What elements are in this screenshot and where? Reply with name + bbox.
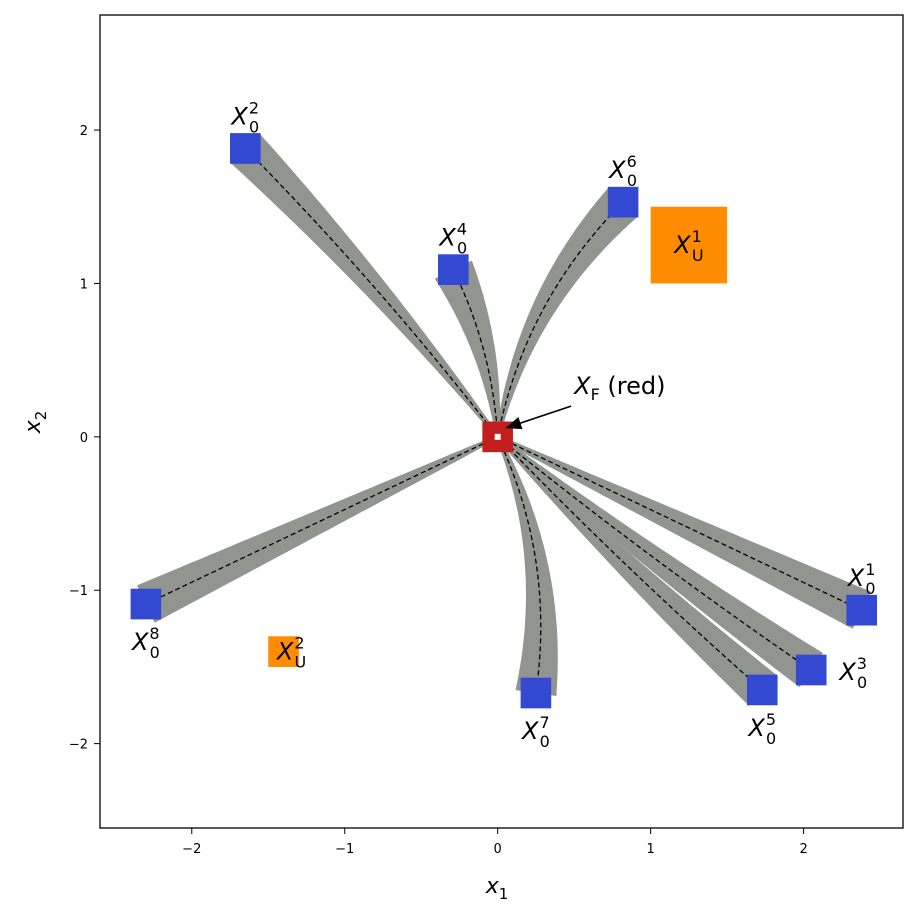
initial-set-label-2: X2 0 (229, 98, 259, 136)
initial-set-3 (795, 654, 827, 686)
target-annotation: XF (red) (505, 372, 666, 430)
trajectory-tube-4 (434, 260, 501, 437)
initial-set-label-6: X6 0 (607, 152, 637, 190)
unsafe-set-1 (650, 206, 728, 284)
initial-set-label-8: X8 0 (130, 624, 160, 662)
trajectory-tube-5 (496, 435, 776, 706)
initial-set-label-3: X3 0 (837, 654, 867, 692)
initial-set-8 (130, 588, 162, 620)
initial-set-2 (230, 133, 261, 164)
trajectory-tube-8 (137, 435, 499, 623)
initial-set-4 (438, 254, 469, 285)
target-center-marker (494, 433, 501, 440)
initial-set-label-1: X1 0 (846, 560, 876, 598)
plot-frame (99, 14, 904, 829)
nominal-path-2 (244, 147, 499, 438)
x-tick-label: 1 (646, 842, 654, 857)
y-tick-label: 1 (80, 277, 88, 292)
unsafe-set-label-1: X1 U (672, 227, 703, 265)
nominal-path-4 (452, 269, 499, 437)
initial-set-label-7: X7 0 (520, 713, 550, 751)
target-annotation-arrow (505, 405, 572, 430)
nominal-path-8 (145, 436, 498, 605)
trajectory-tubes (137, 134, 871, 706)
trajectory-paths (145, 147, 862, 694)
set-labels: X1 0 X2 0 X3 0 X4 0 X5 0 X6 0 X7 0 X8 0 X1 U X2 U (130, 98, 876, 751)
unsafe-sets (268, 206, 728, 667)
initial-set-label-5: X5 0 (746, 710, 776, 748)
y-axis-ticks: −2 −1 0 1 2 (69, 124, 100, 753)
trajectory-tube-7 (495, 436, 558, 696)
initial-set-7 (520, 677, 552, 709)
nominal-path-3 (497, 436, 812, 671)
x-tick-label: 0 (494, 842, 502, 857)
x-tick-label: −1 (335, 842, 354, 857)
trajectory-tube-3 (496, 435, 823, 688)
initial-set-5 (746, 674, 778, 706)
x-axis-label: x1 (485, 874, 509, 903)
nominal-path-1 (497, 436, 862, 611)
x-tick-label: 2 (799, 842, 807, 857)
y-tick-label: 0 (80, 431, 88, 446)
nominal-path-5 (497, 436, 763, 691)
initial-set-label-4: X4 0 (437, 220, 467, 258)
nominal-path-6 (497, 201, 624, 437)
target-set (482, 421, 513, 453)
y-tick-label: −2 (69, 738, 88, 753)
initial-set-1 (846, 594, 877, 626)
unsafe-set-2 (268, 636, 299, 667)
trajectory-tube-2 (230, 134, 500, 439)
initial-sets (130, 133, 877, 709)
nominal-path-7 (497, 436, 542, 694)
x-axis-ticks: −2 −1 0 1 2 (182, 828, 808, 857)
y-axis-label: x2 (21, 411, 50, 435)
y-tick-label: 2 (80, 124, 88, 139)
trajectory-tube-6 (495, 187, 638, 438)
unsafe-set-label-2: X2 U (275, 634, 306, 672)
y-tick-label: −1 (69, 584, 88, 599)
x-tick-label: −2 (182, 842, 201, 857)
target-annotation-label: XF (red) (572, 372, 665, 404)
initial-set-6 (607, 186, 639, 218)
trajectory-tube-1 (496, 435, 871, 629)
